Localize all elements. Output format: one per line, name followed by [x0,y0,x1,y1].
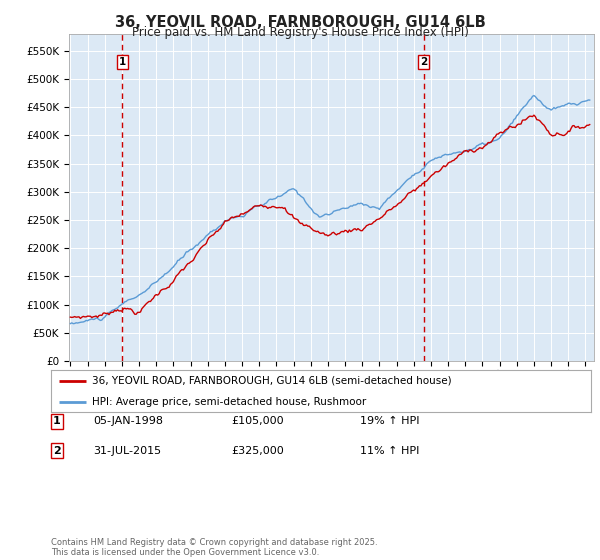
Text: HPI: Average price, semi-detached house, Rushmoor: HPI: Average price, semi-detached house,… [91,398,366,407]
Text: 1: 1 [119,57,126,67]
Text: 31-JUL-2015: 31-JUL-2015 [93,446,161,456]
Text: Contains HM Land Registry data © Crown copyright and database right 2025.
This d: Contains HM Land Registry data © Crown c… [51,538,377,557]
Text: 1: 1 [53,416,61,426]
Text: 2: 2 [53,446,61,456]
Text: 11% ↑ HPI: 11% ↑ HPI [360,446,419,456]
Text: Price paid vs. HM Land Registry's House Price Index (HPI): Price paid vs. HM Land Registry's House … [131,26,469,39]
Text: 36, YEOVIL ROAD, FARNBOROUGH, GU14 6LB: 36, YEOVIL ROAD, FARNBOROUGH, GU14 6LB [115,15,485,30]
Text: 19% ↑ HPI: 19% ↑ HPI [360,416,419,426]
Text: 05-JAN-1998: 05-JAN-1998 [93,416,163,426]
Text: 36, YEOVIL ROAD, FARNBOROUGH, GU14 6LB (semi-detached house): 36, YEOVIL ROAD, FARNBOROUGH, GU14 6LB (… [91,376,451,386]
Text: 2: 2 [420,57,427,67]
Text: £105,000: £105,000 [231,416,284,426]
Text: £325,000: £325,000 [231,446,284,456]
